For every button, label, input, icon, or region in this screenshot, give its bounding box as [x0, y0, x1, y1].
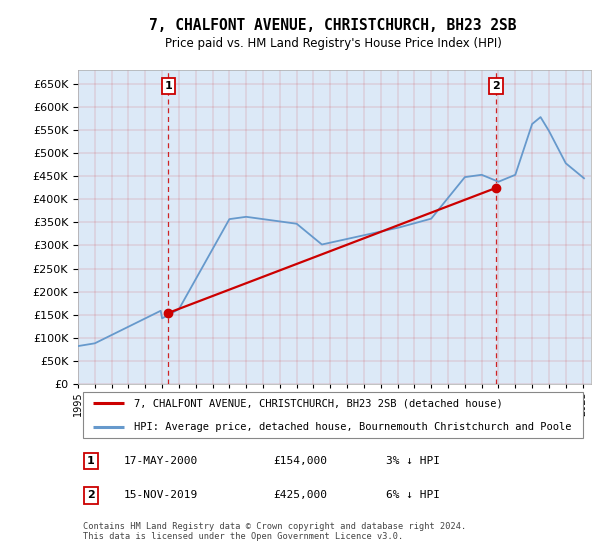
Text: Price paid vs. HM Land Registry's House Price Index (HPI): Price paid vs. HM Land Registry's House …	[164, 37, 502, 50]
Text: 3% ↓ HPI: 3% ↓ HPI	[386, 456, 440, 466]
Text: 15-NOV-2019: 15-NOV-2019	[124, 491, 199, 501]
Text: 17-MAY-2000: 17-MAY-2000	[124, 456, 199, 466]
FancyBboxPatch shape	[83, 391, 583, 438]
Text: 7, CHALFONT AVENUE, CHRISTCHURCH, BH23 2SB (detached house): 7, CHALFONT AVENUE, CHRISTCHURCH, BH23 2…	[134, 398, 503, 408]
Text: 1: 1	[87, 456, 95, 466]
Text: 6% ↓ HPI: 6% ↓ HPI	[386, 491, 440, 501]
Text: 2: 2	[87, 491, 95, 501]
Text: 2: 2	[493, 81, 500, 91]
Text: £425,000: £425,000	[273, 491, 327, 501]
Text: 7, CHALFONT AVENUE, CHRISTCHURCH, BH23 2SB: 7, CHALFONT AVENUE, CHRISTCHURCH, BH23 2…	[149, 18, 517, 32]
Text: HPI: Average price, detached house, Bournemouth Christchurch and Poole: HPI: Average price, detached house, Bour…	[134, 422, 572, 432]
Text: Contains HM Land Registry data © Crown copyright and database right 2024.
This d: Contains HM Land Registry data © Crown c…	[83, 522, 466, 542]
Text: 1: 1	[164, 81, 172, 91]
Text: £154,000: £154,000	[273, 456, 327, 466]
